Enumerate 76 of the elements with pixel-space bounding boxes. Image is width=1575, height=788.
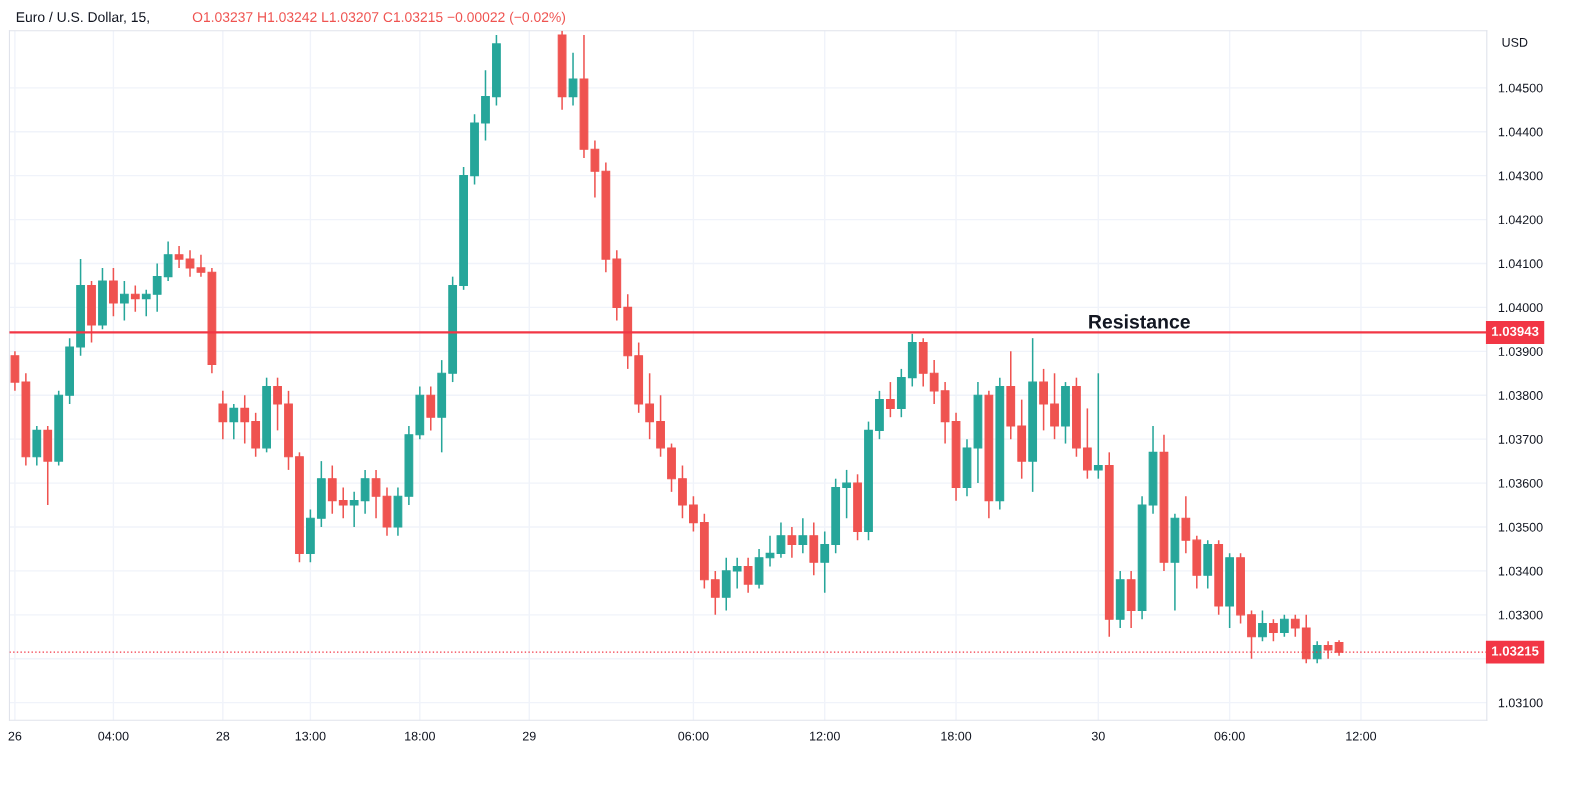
candlestick [371,469,381,519]
candlestick [1082,407,1092,480]
y-axis-title: USD [1502,37,1528,47]
y-tick-label: 1.03400 [1498,566,1543,576]
candlestick [645,372,655,440]
candlestick [842,469,852,519]
y-tick-label: 1.03500 [1498,522,1543,532]
candlestick [152,262,162,313]
y-tick-label: 1.03900 [1498,347,1543,356]
candlestick [1290,614,1300,638]
candlestick [119,280,129,322]
y-tick-label: 1.04300 [1498,171,1543,181]
candlestick [130,284,140,313]
x-tick-label: 12:00 [1346,731,1377,741]
candlestick [196,253,206,278]
candlestick [1269,618,1278,642]
candlestick [1312,640,1322,664]
candlestick [710,570,720,616]
candlestick [229,403,239,440]
candlestick [787,526,797,559]
x-tick-label: 18:00 [941,731,972,741]
x-tick-label: 29 [522,731,536,741]
y-tick-label: 1.04200 [1498,215,1543,225]
candlestick [1039,368,1048,432]
candlestick [1181,495,1191,555]
candlestick [338,486,348,519]
candlestick [798,517,808,555]
candlestick [590,139,600,199]
candlestick [732,556,742,590]
x-tick-label: 18:00 [405,731,435,741]
candlestick [1258,609,1267,642]
candlestick [240,394,250,445]
x-tick-label: 12:00 [810,731,840,741]
candlestick [929,359,939,405]
y-tick-label: 1.03700 [1498,434,1543,444]
candlestick [820,530,830,594]
candlestick [426,385,436,432]
candlestick [163,240,173,282]
ref-line-label: 1.03943 [1492,326,1539,336]
x-tick-label: 30 [1091,731,1105,741]
candlestick [349,491,359,528]
candlestick [1279,614,1289,638]
candlestick [568,51,578,107]
candlestick [886,381,895,418]
chart-subtitle: O1.03237 H1.03242 L1.03207 C1.03215 −0.00022 (−0.02%) [192,11,566,25]
y-tick-label: 1.03800 [1498,391,1543,400]
y-tick-label: 1.03100 [1498,698,1543,708]
candlestick [1050,372,1059,440]
candlestick [1093,372,1103,480]
candlestick [327,464,337,515]
y-tick-label: 1.04400 [1498,127,1543,137]
x-tick-label: 26 [8,731,22,741]
y-tick-label: 1.04000 [1498,303,1543,313]
x-tick-label: 13:00 [295,731,326,741]
candlestick [689,495,698,533]
candlestick [185,249,195,278]
y-tick-label: 1.04100 [1498,259,1543,269]
x-tick-label: 06:00 [678,731,709,741]
candlestick [218,390,228,440]
x-tick-label: 06:00 [1214,731,1245,741]
annotation: Resistance [1089,314,1190,329]
candlestick [174,245,184,269]
chart-title: Euro / U.S. Dollar, 15, [16,11,149,24]
candlestick [743,556,753,594]
candlestick [1247,609,1256,660]
y-tick-label: 1.03600 [1498,478,1543,488]
candlestick [109,267,118,317]
candlestick [141,289,151,317]
candlestick [776,521,786,559]
y-tick-label: 1.03300 [1498,610,1543,620]
candlestick [360,469,370,515]
candlestick [273,376,282,432]
y-tick-label: 1.04500 [1498,83,1543,93]
x-tick-label: 04:00 [98,731,129,741]
ref-line-label: 1.03215 [1492,646,1539,656]
x-tick-label: 28 [216,731,230,741]
